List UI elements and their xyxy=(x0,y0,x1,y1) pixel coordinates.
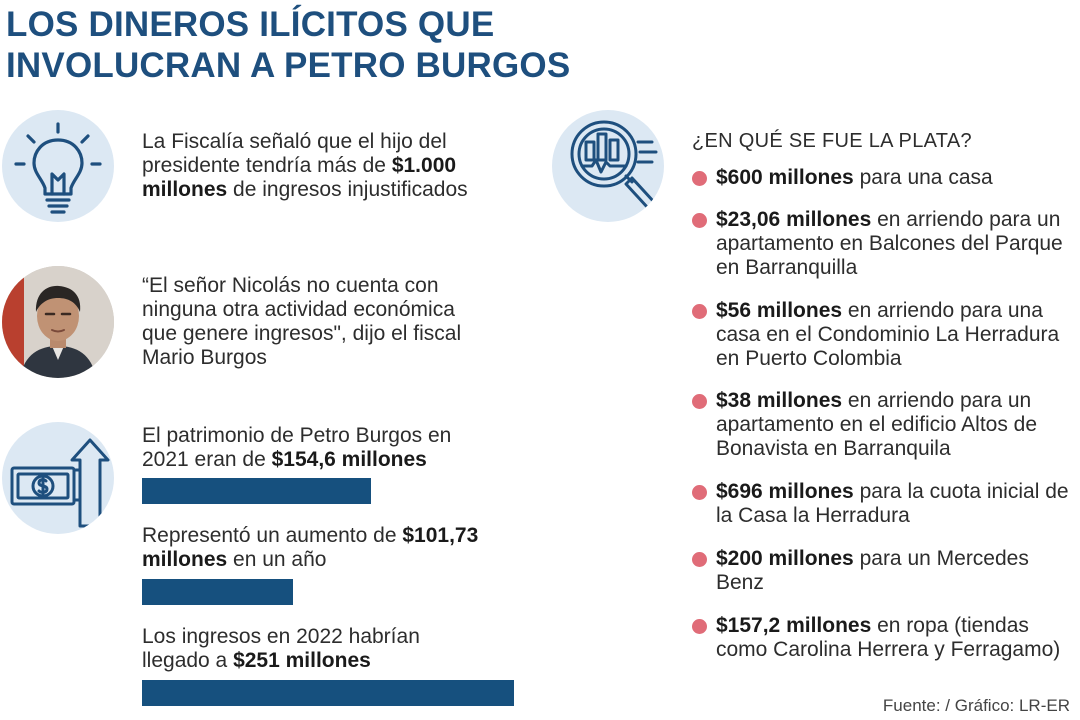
person-photo xyxy=(2,266,114,378)
bar-label-3: Los ingresos en 2022 habrían llegado a $… xyxy=(142,625,420,672)
source-note: Fuente: / Gráfico: LR-ER xyxy=(882,696,1070,715)
bar-patrimonio-2021 xyxy=(142,478,371,504)
page-title: LOS DINEROS ILÍCITOS QUE INVOLUCRAN A PE… xyxy=(6,4,646,86)
money-arrow-icon xyxy=(2,422,114,534)
magnifier-chart-icon xyxy=(552,110,664,222)
bullet-dot xyxy=(692,552,707,567)
list-item: $56 millones en arriendo para una casa e… xyxy=(692,299,1077,371)
bar-label-2: Representó un aumento de $101,73 millone… xyxy=(142,524,479,571)
title-line-1: LOS DINEROS ILÍCITOS QUE xyxy=(6,5,495,44)
list-item: $23,06 millones en arriendo para un apar… xyxy=(692,208,1077,280)
bullet-dot xyxy=(692,213,707,228)
list-item: $200 millones para un Mercedes Benz xyxy=(692,547,1077,595)
bullet-dot xyxy=(692,304,707,319)
fiscalia-text: La Fiscalía señaló que el hijo del presi… xyxy=(142,130,468,201)
list-item: $696 millones para la cuota inicial de l… xyxy=(692,480,1077,528)
list-item: $38 millones en arriendo para un apartam… xyxy=(692,389,1077,461)
list-item: $600 millones para una casa xyxy=(692,166,1077,190)
bar-aumento xyxy=(142,579,293,605)
bullet-dot xyxy=(692,485,707,500)
spending-list: $600 millones para una casa $23,06 millo… xyxy=(692,166,1077,662)
bullet-dot xyxy=(692,171,707,186)
bar-ingresos-2022 xyxy=(142,680,514,706)
bullet-dot xyxy=(692,394,707,409)
title-line-2: INVOLUCRAN A PETRO BURGOS xyxy=(6,46,571,85)
spending-heading: ¿EN QUÉ SE FUE LA PLATA? xyxy=(692,130,972,152)
bullet-dot xyxy=(692,619,707,634)
quote-text: “El señor Nicolás no cuenta con ninguna … xyxy=(142,274,462,369)
bar-label-1: El patrimonio de Petro Burgos en 2021 er… xyxy=(142,424,452,471)
list-item: $157,2 millones en ropa (tiendas como Ca… xyxy=(692,614,1077,662)
lightbulb-icon xyxy=(2,110,114,222)
